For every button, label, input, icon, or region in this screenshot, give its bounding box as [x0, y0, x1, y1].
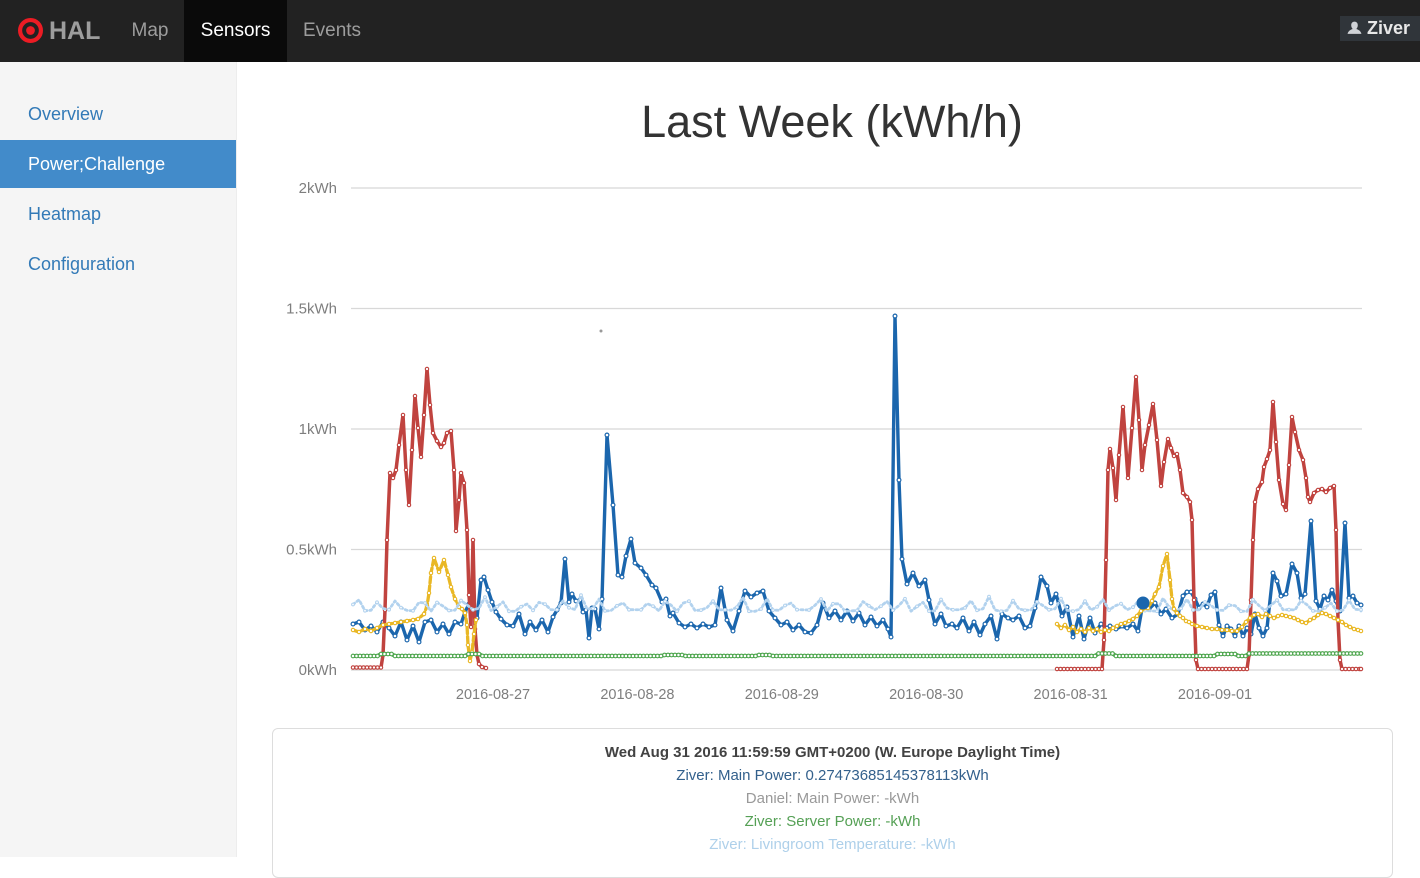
svg-text:2016-08-28: 2016-08-28	[600, 687, 674, 703]
svg-text:2016-08-29: 2016-08-29	[745, 687, 819, 703]
svg-text:2016-08-31: 2016-08-31	[1034, 687, 1108, 703]
svg-text:1.5kWh: 1.5kWh	[286, 301, 337, 318]
svg-text:2kWh: 2kWh	[299, 180, 337, 197]
svg-text:2016-08-30: 2016-08-30	[889, 687, 963, 703]
svg-text:0kWh: 0kWh	[299, 662, 337, 679]
svg-text:2016-09-01: 2016-09-01	[1178, 687, 1252, 703]
svg-text:2016-08-27: 2016-08-27	[456, 687, 530, 703]
svg-text:0.5kWh: 0.5kWh	[286, 542, 337, 559]
svg-text:1kWh: 1kWh	[299, 421, 337, 438]
